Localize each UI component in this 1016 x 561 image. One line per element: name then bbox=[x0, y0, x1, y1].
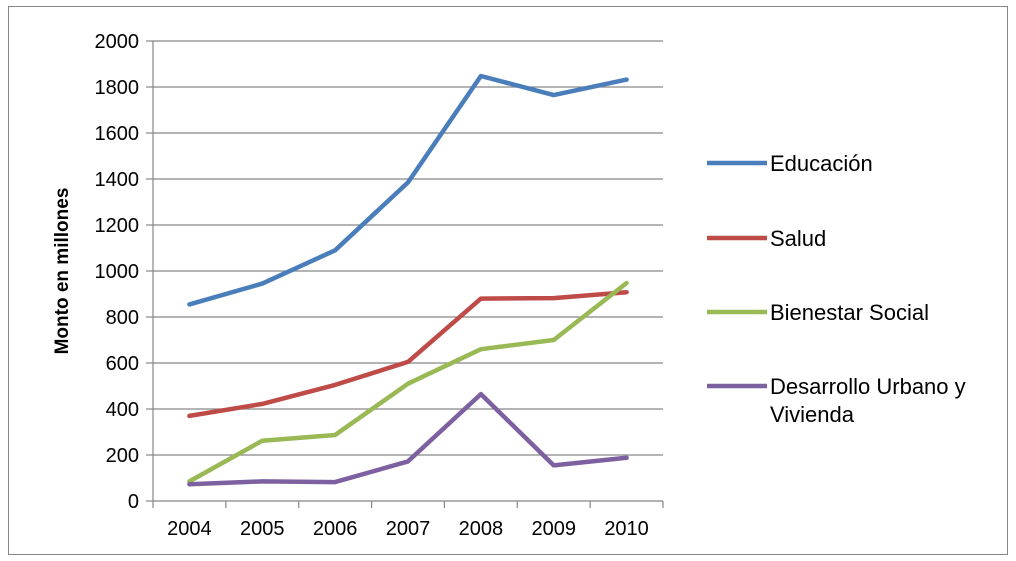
x-tick-label: 2005 bbox=[240, 518, 285, 540]
y-tick-label: 200 bbox=[106, 445, 139, 467]
y-tick-label: 1800 bbox=[95, 77, 140, 99]
legend-label: Salud bbox=[770, 226, 826, 251]
y-tick-label: 1000 bbox=[95, 261, 140, 283]
legend-label: Educación bbox=[770, 151, 873, 176]
legend-label: Desarrollo Urbano y Vivienda bbox=[770, 374, 966, 427]
series-line bbox=[187, 280, 629, 484]
y-tick-label: 0 bbox=[128, 491, 139, 513]
x-tick-label: 2008 bbox=[459, 518, 504, 540]
y-tick-label: 1200 bbox=[95, 215, 140, 237]
y-tick-label: 2000 bbox=[95, 31, 140, 53]
x-tick-label: 2004 bbox=[167, 518, 212, 540]
x-tick-label: 2010 bbox=[604, 518, 649, 540]
y-axis-title: Monto en millones bbox=[52, 188, 73, 355]
series-line bbox=[187, 289, 629, 419]
series-line bbox=[187, 73, 629, 307]
x-tick-label: 2006 bbox=[313, 518, 358, 540]
x-tick-label: 2009 bbox=[531, 518, 576, 540]
legend-label: Bienestar Social bbox=[770, 300, 929, 325]
y-tick-label: 600 bbox=[106, 353, 139, 375]
legend: Educación Salud Bienestar Social Desarrollo… bbox=[707, 151, 966, 427]
x-tick-label: 2007 bbox=[386, 518, 431, 540]
series-line bbox=[187, 391, 629, 487]
x-tick-labels: 2004 2005 2006 2007 2008 2009 2010 bbox=[167, 518, 649, 540]
series-lines bbox=[187, 73, 629, 487]
y-tick-label: 800 bbox=[106, 307, 139, 329]
chart-frame bbox=[8, 6, 1008, 555]
y-tick-label: 1400 bbox=[95, 169, 140, 191]
grid-lines bbox=[153, 40, 663, 456]
y-tick-labels: 0 200 400 600 800 1000 1200 1400 1600 1800 2000 bbox=[95, 31, 140, 513]
y-tick-label: 400 bbox=[106, 399, 139, 421]
y-tick-label: 1600 bbox=[95, 123, 140, 145]
axes bbox=[146, 40, 664, 508]
